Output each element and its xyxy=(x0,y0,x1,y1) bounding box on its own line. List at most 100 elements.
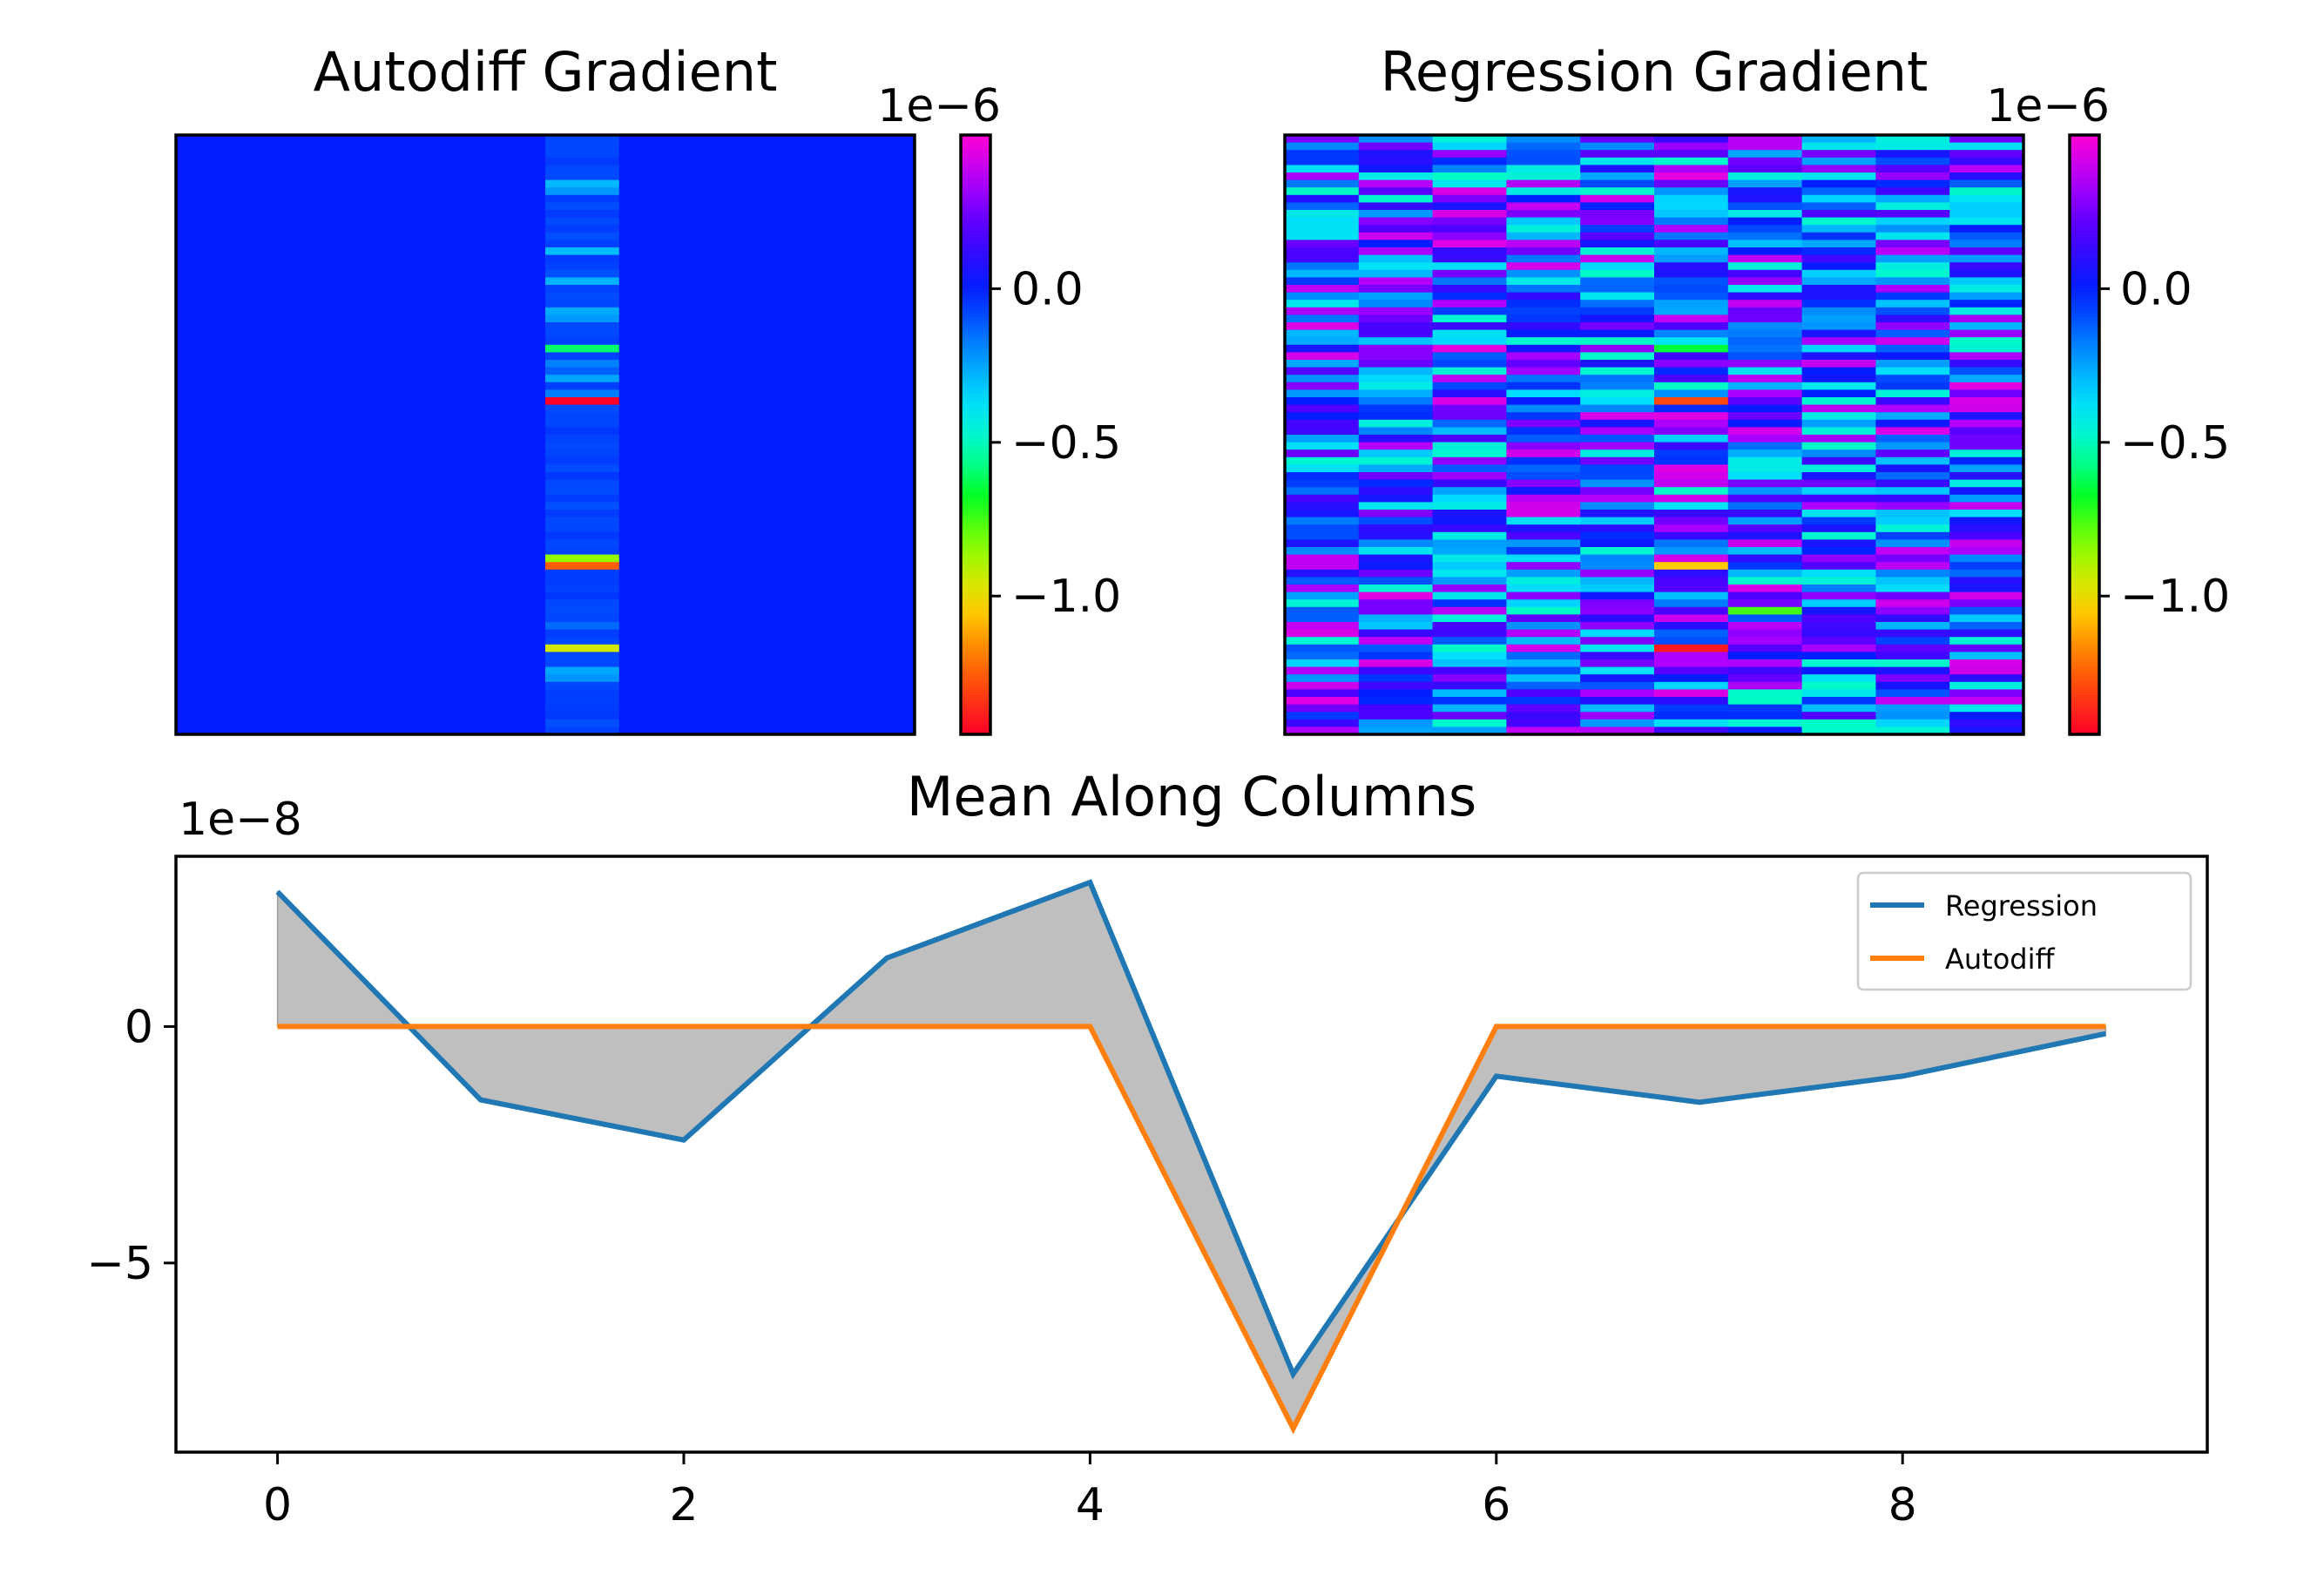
heatmap-cell xyxy=(471,352,546,361)
heatmap-cell xyxy=(692,674,767,683)
heatmap-cell xyxy=(841,419,915,428)
heatmap-cell xyxy=(1358,629,1434,638)
heatmap-cell xyxy=(841,591,915,600)
heatmap-cell xyxy=(1654,314,1729,323)
heatmap-cell xyxy=(1358,322,1434,331)
heatmap-cell xyxy=(841,307,915,315)
heatmap-cell xyxy=(1432,187,1507,196)
heatmap-cell xyxy=(841,599,915,608)
heatmap-cell xyxy=(692,142,767,151)
heatmap-cell xyxy=(692,352,767,361)
heatmap-cell xyxy=(249,435,325,443)
heatmap-cell xyxy=(397,585,472,593)
heatmap-cell xyxy=(471,165,546,173)
heatmap-cell xyxy=(1654,652,1729,660)
line-series xyxy=(275,879,2107,1435)
heatmap-cell xyxy=(471,591,546,600)
heatmap-cell xyxy=(1654,614,1729,623)
heatmap-cell xyxy=(767,397,841,406)
heatmap-cell xyxy=(1432,442,1507,450)
heatmap-cell xyxy=(841,412,915,421)
heatmap-cell xyxy=(323,427,398,436)
heatmap-cell xyxy=(1727,569,1803,578)
heatmap-cell xyxy=(471,404,546,413)
heatmap-cell xyxy=(249,719,325,727)
heatmap-cell xyxy=(1285,487,1360,496)
heatmap-cell xyxy=(618,591,694,600)
heatmap-cell xyxy=(1358,232,1434,240)
heatmap-cell xyxy=(1580,517,1655,525)
heatmap-cell xyxy=(1358,479,1434,488)
heatmap-cell xyxy=(618,337,694,346)
heatmap-cell xyxy=(618,277,694,286)
heatmap-cell xyxy=(1875,300,1950,308)
heatmap-cell xyxy=(1358,697,1434,706)
heatmap-cell xyxy=(1654,375,1729,383)
heatmap-cell xyxy=(1654,300,1729,308)
heatmap-cell xyxy=(1801,389,1876,398)
heatmap-cell xyxy=(1285,165,1360,173)
heatmap-cell xyxy=(1285,479,1360,488)
heatmap-cell xyxy=(249,554,325,563)
heatmap-cell xyxy=(1506,240,1581,248)
heatmap-cell xyxy=(1580,389,1655,398)
heatmap-cell xyxy=(692,232,767,240)
heatmap-cell xyxy=(1432,240,1507,248)
heatmap-cell xyxy=(471,562,546,571)
heatmap-cell xyxy=(1875,307,1950,315)
heatmap-cell xyxy=(1432,300,1507,308)
heatmap-cell xyxy=(1506,142,1581,151)
heatmap-cell xyxy=(471,360,546,368)
heatmap-cell xyxy=(249,329,325,338)
heatmap-cell xyxy=(1432,435,1507,443)
heatmap-cell xyxy=(397,344,472,353)
heatmap-cell xyxy=(176,412,251,421)
heatmap-cell xyxy=(1580,456,1655,465)
heatmap-cell xyxy=(323,487,398,496)
heatmap-cell xyxy=(249,494,325,503)
heatmap-cell xyxy=(1432,502,1507,510)
heatmap-cell xyxy=(397,314,472,323)
heatmap-cell xyxy=(1580,367,1655,375)
heatmap-cell xyxy=(1580,165,1655,173)
heatmap-cell xyxy=(1801,591,1876,600)
heatmap-cell xyxy=(176,427,251,436)
heatmap-cell xyxy=(1432,727,1507,735)
heatmap-cell xyxy=(841,352,915,361)
heatmap-cell xyxy=(471,681,546,690)
heatmap-cell xyxy=(692,247,767,256)
heatmap-cell xyxy=(1875,397,1950,406)
heatmap-cell xyxy=(1875,179,1950,188)
heatmap-cell xyxy=(1285,172,1360,181)
heatmap-cell xyxy=(1654,727,1729,735)
heatmap-cell xyxy=(471,322,546,331)
heatmap-cell xyxy=(249,629,325,638)
heatmap-cell xyxy=(1801,577,1876,585)
heatmap-cell xyxy=(1506,225,1581,233)
heatmap-cell xyxy=(1654,456,1729,465)
heatmap-cell xyxy=(1949,435,2024,443)
heatmap-cell xyxy=(397,704,472,713)
heatmap-cell xyxy=(1875,719,1950,727)
heatmap-cell xyxy=(323,577,398,585)
heatmap-cell xyxy=(1506,531,1581,540)
heatmap-cell xyxy=(249,531,325,540)
heatmap-cell xyxy=(692,539,767,548)
heatmap-cell xyxy=(1654,322,1729,331)
heatmap-cell xyxy=(397,337,472,346)
heatmap-cell xyxy=(545,382,620,390)
heatmap-cell xyxy=(471,666,546,675)
heatmap-cell xyxy=(841,629,915,638)
heatmap-cell xyxy=(323,157,398,166)
heatmap-cell xyxy=(249,157,325,166)
heatmap-cell xyxy=(471,232,546,240)
heatmap-cell xyxy=(397,652,472,660)
heatmap-cell xyxy=(1285,606,1360,615)
heatmap-cell xyxy=(1432,142,1507,151)
heatmap-cell xyxy=(1432,157,1507,166)
heatmap-cell xyxy=(618,389,694,398)
heatmap-cell xyxy=(1875,172,1950,181)
heatmap-cell xyxy=(841,531,915,540)
heatmap-cell xyxy=(1875,591,1950,600)
heatmap-cell xyxy=(841,644,915,652)
